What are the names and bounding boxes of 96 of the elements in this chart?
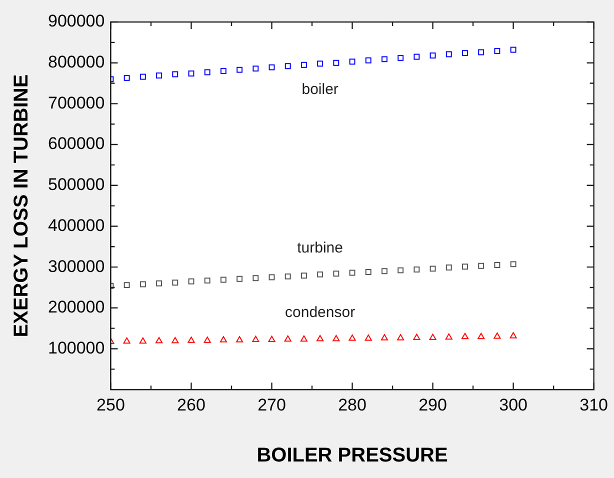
x-tick-label: 310 bbox=[580, 395, 608, 414]
series-label: condensor bbox=[285, 304, 356, 322]
point bbox=[172, 71, 178, 78]
point bbox=[382, 56, 388, 62]
point bbox=[284, 273, 291, 280]
y-tick-label: 300000 bbox=[48, 256, 105, 276]
point bbox=[300, 62, 307, 68]
x-tick-label: 280 bbox=[338, 395, 366, 414]
y-tick-label: 100000 bbox=[48, 338, 105, 358]
x-tick-label: 250 bbox=[96, 395, 125, 414]
point bbox=[188, 278, 194, 284]
x-tick-label: 260 bbox=[177, 395, 206, 414]
point bbox=[478, 332, 485, 340]
y-tick-label: 600000 bbox=[48, 134, 105, 154]
point bbox=[494, 262, 500, 268]
point bbox=[236, 276, 243, 282]
point bbox=[494, 48, 500, 54]
point bbox=[446, 264, 452, 270]
point bbox=[510, 46, 516, 53]
x-axis-title: BOILER PRESSURE bbox=[256, 444, 448, 467]
point bbox=[478, 262, 484, 269]
point bbox=[188, 336, 195, 343]
point bbox=[268, 64, 275, 70]
point bbox=[252, 336, 260, 342]
point bbox=[333, 270, 340, 277]
point bbox=[156, 336, 163, 344]
point bbox=[382, 268, 388, 274]
point bbox=[364, 334, 372, 341]
point bbox=[220, 336, 227, 342]
series-label: turbine bbox=[297, 240, 344, 257]
point bbox=[236, 336, 244, 342]
point bbox=[220, 68, 226, 74]
point bbox=[252, 66, 259, 72]
point bbox=[124, 282, 130, 288]
point bbox=[462, 50, 468, 56]
point bbox=[365, 268, 372, 275]
series-label: boiler bbox=[302, 80, 338, 98]
point bbox=[220, 276, 226, 283]
point bbox=[380, 334, 388, 340]
y-axis-title: EXERGY LOSS IN TURBINE bbox=[10, 74, 33, 338]
point bbox=[510, 261, 516, 268]
point bbox=[413, 334, 420, 340]
point bbox=[316, 334, 324, 342]
y-tick-label: 800000 bbox=[48, 52, 105, 72]
point bbox=[461, 332, 469, 340]
point bbox=[510, 332, 517, 338]
point bbox=[398, 54, 404, 61]
point bbox=[430, 52, 436, 58]
point bbox=[172, 336, 179, 344]
point bbox=[478, 49, 484, 56]
point bbox=[156, 72, 162, 78]
point bbox=[430, 266, 436, 272]
point bbox=[284, 335, 292, 342]
point bbox=[317, 271, 324, 278]
point bbox=[414, 54, 420, 60]
point bbox=[268, 274, 275, 280]
point bbox=[365, 57, 372, 64]
point bbox=[414, 266, 420, 272]
point bbox=[204, 69, 210, 76]
point bbox=[140, 281, 146, 288]
point bbox=[462, 264, 468, 270]
point bbox=[332, 334, 340, 342]
point bbox=[494, 332, 501, 339]
x-tick-label: 270 bbox=[258, 395, 286, 414]
point bbox=[252, 275, 259, 282]
point bbox=[429, 334, 436, 340]
x-tick-label: 290 bbox=[418, 395, 447, 414]
y-tick-label: 200000 bbox=[48, 298, 105, 317]
point bbox=[349, 58, 356, 65]
point bbox=[398, 267, 404, 274]
y-tick-label: 500000 bbox=[48, 175, 105, 194]
point bbox=[140, 74, 146, 80]
y-tick-label: 700000 bbox=[48, 93, 105, 112]
point bbox=[284, 63, 291, 70]
x-tick-label: 300 bbox=[499, 395, 528, 414]
point bbox=[236, 66, 243, 73]
point bbox=[124, 74, 130, 81]
point bbox=[172, 280, 178, 286]
point bbox=[446, 51, 452, 58]
point bbox=[156, 280, 162, 286]
point bbox=[349, 270, 356, 276]
point bbox=[300, 335, 308, 342]
point bbox=[139, 337, 146, 344]
point bbox=[317, 60, 324, 67]
point bbox=[188, 70, 194, 76]
point bbox=[333, 60, 340, 66]
point bbox=[268, 336, 276, 342]
point bbox=[300, 272, 307, 279]
point bbox=[445, 333, 452, 340]
point bbox=[397, 334, 404, 340]
point bbox=[348, 334, 356, 341]
point bbox=[204, 278, 210, 284]
y-tick-label: 900000 bbox=[48, 12, 105, 31]
point bbox=[123, 337, 130, 344]
point bbox=[204, 336, 211, 343]
y-tick-label: 400000 bbox=[48, 216, 105, 235]
